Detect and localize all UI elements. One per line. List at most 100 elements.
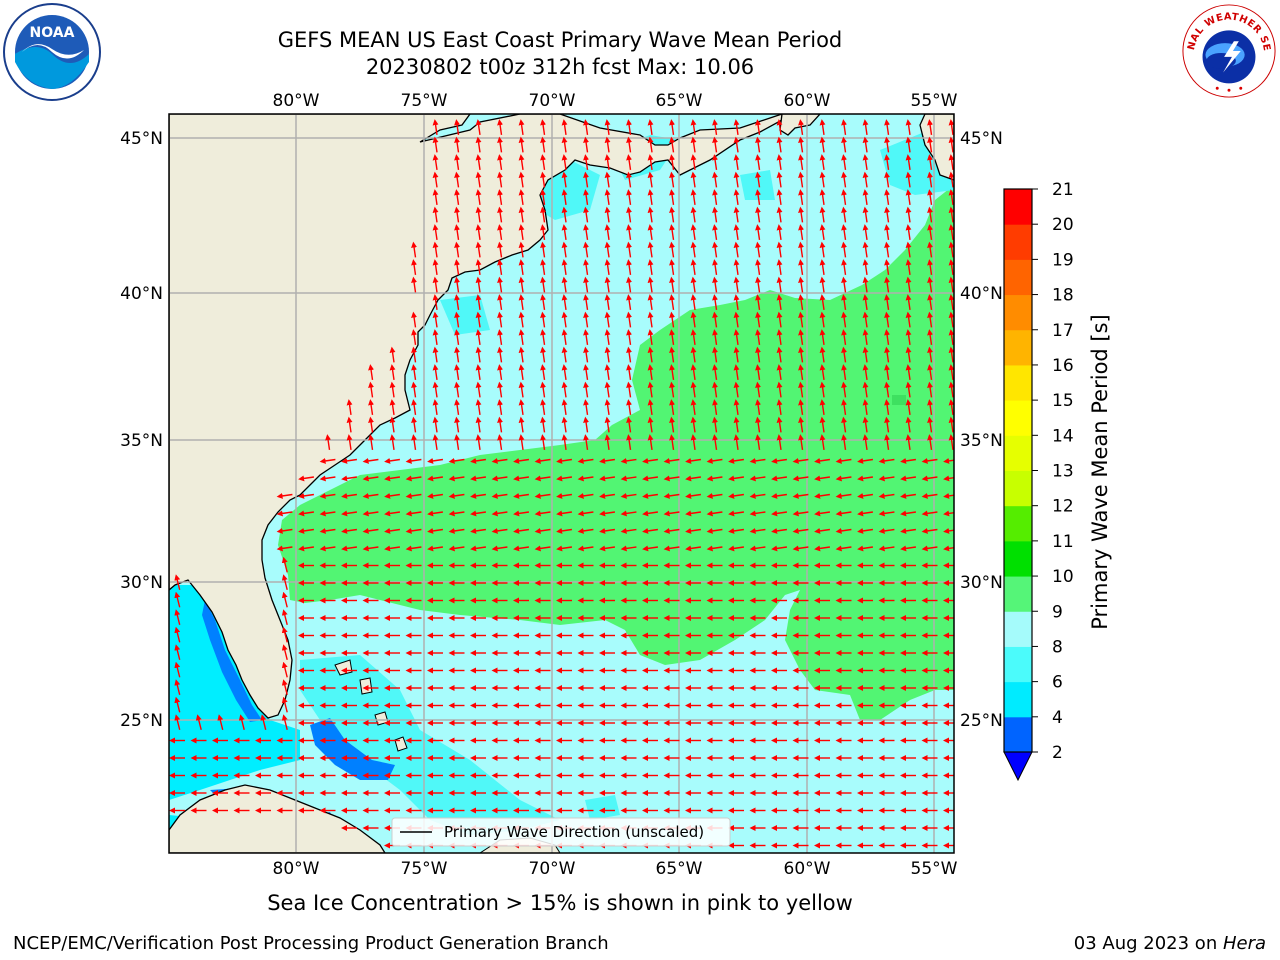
wave-direction-arrow [298,527,315,534]
wave-direction-arrow [669,381,676,398]
wave-direction-arrow [663,545,680,552]
wave-direction-arrow [755,399,762,416]
wave-direction-arrow [884,346,891,363]
wave-direction-arrow [755,189,762,206]
wave-direction-arrow [518,346,525,363]
wave-direction-arrow [943,457,954,464]
wave-direction-arrow [663,527,680,534]
wave-direction-arrow [475,346,482,363]
colorbar-segment [1004,364,1032,401]
wave-direction-arrow [862,171,869,188]
wave-direction-arrow [384,545,401,552]
wave-direction-arrow [281,574,288,590]
wave-direction-arrow [281,661,288,678]
wave-direction-arrow [626,276,633,293]
wave-direction-arrow [819,206,826,223]
wave-direction-arrow [948,399,954,416]
wave-direction-arrow [862,119,869,136]
wave-direction-arrow [513,457,530,464]
colorbar-segment [1004,505,1032,542]
wave-direction-arrow [841,119,848,136]
wave-direction-arrow [905,294,912,311]
wave-direction-arrow [454,154,461,171]
wave-direction-arrow [518,329,525,346]
wave-direction-arrow [776,259,783,276]
wave-direction-arrow [733,311,740,328]
wave-direction-arrow [927,224,934,241]
wave-direction-arrow [798,399,805,416]
wave-direction-arrow [475,311,482,328]
wave-direction-arrow [534,457,551,464]
wave-direction-arrow [319,510,336,517]
wave-direction-arrow [733,171,740,188]
wave-direction-arrow [626,399,633,416]
wave-direction-arrow [432,294,439,311]
wave-direction-arrow [798,171,805,188]
wave-direction-arrow [948,189,954,206]
wave-direction-arrow [432,259,439,276]
wave-direction-arrow [814,527,831,534]
wave-direction-arrow [475,329,482,346]
wave-direction-arrow [862,189,869,206]
wave-direction-arrow [663,510,680,517]
wave-direction-arrow [513,510,530,517]
wave-direction-arrow [706,457,723,464]
wave-direction-arrow [755,294,762,311]
wave-direction-arrow [561,399,568,416]
wave-direction-arrow [497,399,504,416]
colorbar-tick-label: 20 [1052,215,1074,235]
wave-direction-arrow [798,416,805,433]
colorbar-segment [1004,400,1032,436]
wave-direction-arrow [706,510,723,517]
wave-direction-arrow [884,381,891,398]
colorbar-segments [1004,189,1032,753]
wave-direction-arrow [620,545,637,552]
wave-direction-arrow [733,346,740,363]
wave-direction-arrow [475,154,482,171]
wave-direction-arrow [841,206,848,223]
wave-direction-arrow [749,492,766,499]
wave-direction-arrow [561,259,568,276]
wave-direction-arrow [884,294,891,311]
wave-direction-arrow [405,475,422,482]
wave-direction-arrow [518,416,525,433]
lat-label: 35°N [960,431,1003,451]
wave-direction-arrow [690,136,697,153]
wave-direction-arrow [583,276,590,293]
wave-direction-arrow [841,171,848,188]
wave-direction-arrow [626,416,633,433]
wave-direction-arrow [690,311,697,328]
wave-direction-arrow [604,434,611,451]
wave-direction-arrow [647,381,654,398]
wave-direction-arrow [905,189,912,206]
lon-label: 55°W [911,91,958,111]
legend-box [391,817,731,847]
wave-direction-arrow [556,492,573,499]
wave-direction-arrow [561,136,568,153]
wave-direction-arrow [561,119,568,136]
wave-direction-arrow [497,311,504,328]
lat-tick-labels-left: 45°N 40°N 35°N 30°N 25°N [120,129,163,731]
wave-direction-arrow [771,457,788,464]
wave-direction-arrow [454,399,461,416]
wave-direction-arrow [927,119,934,136]
wave-direction-arrow [690,154,697,171]
wave-direction-arrow [427,475,444,482]
wave-direction-arrow [432,381,439,398]
wave-direction-arrow [733,399,740,416]
wave-direction-arrow [819,136,826,153]
wave-direction-arrow [583,294,590,311]
wave-direction-arrow [776,136,783,153]
wave-direction-arrow [217,714,224,730]
wave-direction-arrow [733,294,740,311]
wave-direction-arrow [195,714,202,730]
wave-direction-arrow [276,492,293,499]
wave-direction-arrow [733,329,740,346]
wave-direction-arrow [281,556,288,573]
wave-period-blue-patch [310,718,395,780]
lon-tick-labels-top: 80°W 75°W 70°W 65°W 60°W 55°W [273,91,958,111]
wave-direction-arrow [798,311,805,328]
wave-direction-arrow [712,206,719,223]
wave-direction-arrow [238,714,245,730]
wave-direction-arrow [174,679,181,695]
